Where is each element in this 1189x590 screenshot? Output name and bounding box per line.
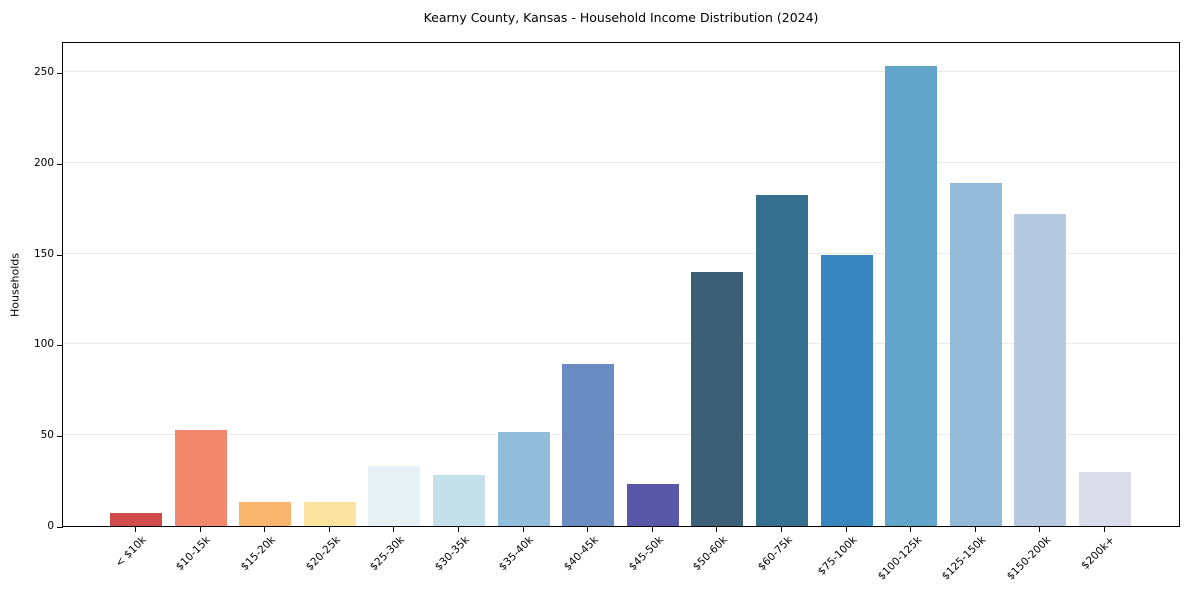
bar-$30-35k — [433, 475, 485, 526]
y-tick-label: 0 — [47, 520, 54, 532]
bar-$45-50k — [626, 484, 679, 526]
y-tick-label: 150 — [33, 247, 54, 260]
x-tick-label: $60-75k — [755, 534, 795, 574]
x-tick-label: $25-30k — [367, 534, 407, 574]
x-tick-label: < $10k — [112, 534, 149, 570]
x-tick-mark-$75-100k — [845, 527, 847, 532]
bar-$75-100k — [820, 255, 873, 526]
x-tick-mark-$15-20k — [264, 527, 266, 532]
x-tick-mark-$10-15k — [199, 527, 201, 532]
gridline-250 — [63, 70, 1179, 72]
bar-$150-200k — [1014, 213, 1067, 526]
y-tick-label: 200 — [33, 156, 54, 169]
x-tick-mark-$20-25k — [328, 527, 330, 532]
y-tick-mark-0 — [57, 527, 63, 528]
bar-< $10k — [110, 513, 162, 526]
x-tick-label: $200k+ — [1079, 534, 1118, 572]
gridline-100 — [63, 343, 1179, 345]
x-tick-mark-$100-125k — [910, 527, 912, 532]
gridline-200 — [63, 161, 1179, 163]
bar-$50-60k — [691, 271, 744, 526]
x-tick-mark-$60-75k — [781, 527, 782, 532]
bar-$35-40k — [497, 431, 550, 526]
chart-title: Kearny County, Kansas - Household Income… — [423, 10, 819, 25]
bar-$20-25k — [303, 502, 356, 526]
plot-area — [62, 42, 1180, 527]
bar-$10-15k — [174, 429, 227, 526]
x-tick-label: $10-15k — [174, 534, 214, 574]
y-axis-label: Households — [8, 253, 22, 317]
x-tick-label: $50-60k — [690, 534, 730, 574]
x-tick-label: $45-50k — [626, 534, 666, 574]
y-tick-mark-50 — [57, 436, 63, 438]
x-tick-label: $20-25k — [303, 534, 343, 574]
gridline-50 — [63, 434, 1179, 436]
bar-$15-20k — [239, 502, 292, 526]
x-tick-mark-$40-45k — [587, 527, 589, 532]
x-tick-mark-< $10k — [135, 527, 136, 532]
x-tick-label: $15-20k — [238, 534, 278, 574]
y-tick-mark-200 — [57, 163, 63, 165]
bar-$100-125k — [885, 66, 938, 526]
x-tick-mark-$30-35k — [458, 527, 459, 532]
x-tick-label: $30-35k — [432, 534, 472, 574]
x-tick-mark-$25-30k — [393, 527, 395, 532]
y-tick-label: 100 — [33, 338, 54, 351]
x-tick-label: $40-45k — [561, 534, 601, 574]
x-tick-label: $100-125k — [875, 534, 924, 583]
y-tick-label: 50 — [40, 429, 54, 442]
bar-$200k+ — [1079, 471, 1131, 526]
x-tick-mark-$45-50k — [651, 527, 653, 532]
x-tick-mark-$35-40k — [522, 527, 524, 532]
x-tick-label: $75-100k — [815, 534, 860, 578]
y-tick-label: 250 — [33, 65, 54, 78]
y-tick-mark-150 — [57, 254, 63, 256]
x-tick-mark-$150-200k — [1039, 527, 1041, 532]
bar-$125-150k — [949, 182, 1002, 526]
y-tick-mark-100 — [57, 345, 63, 347]
bar-$40-45k — [562, 364, 615, 526]
gridline-150 — [63, 252, 1179, 254]
x-tick-mark-$125-150k — [974, 527, 976, 532]
x-tick-mark-$200k+ — [1104, 527, 1105, 532]
x-tick-label: $35-40k — [497, 534, 537, 574]
bar-$25-30k — [368, 466, 421, 526]
x-tick-label: $125-150k — [939, 534, 989, 583]
x-tick-mark-$50-60k — [716, 527, 718, 532]
bar-$60-75k — [756, 195, 808, 526]
x-tick-label: $150-200k — [1004, 534, 1053, 583]
y-tick-mark-250 — [57, 72, 63, 74]
